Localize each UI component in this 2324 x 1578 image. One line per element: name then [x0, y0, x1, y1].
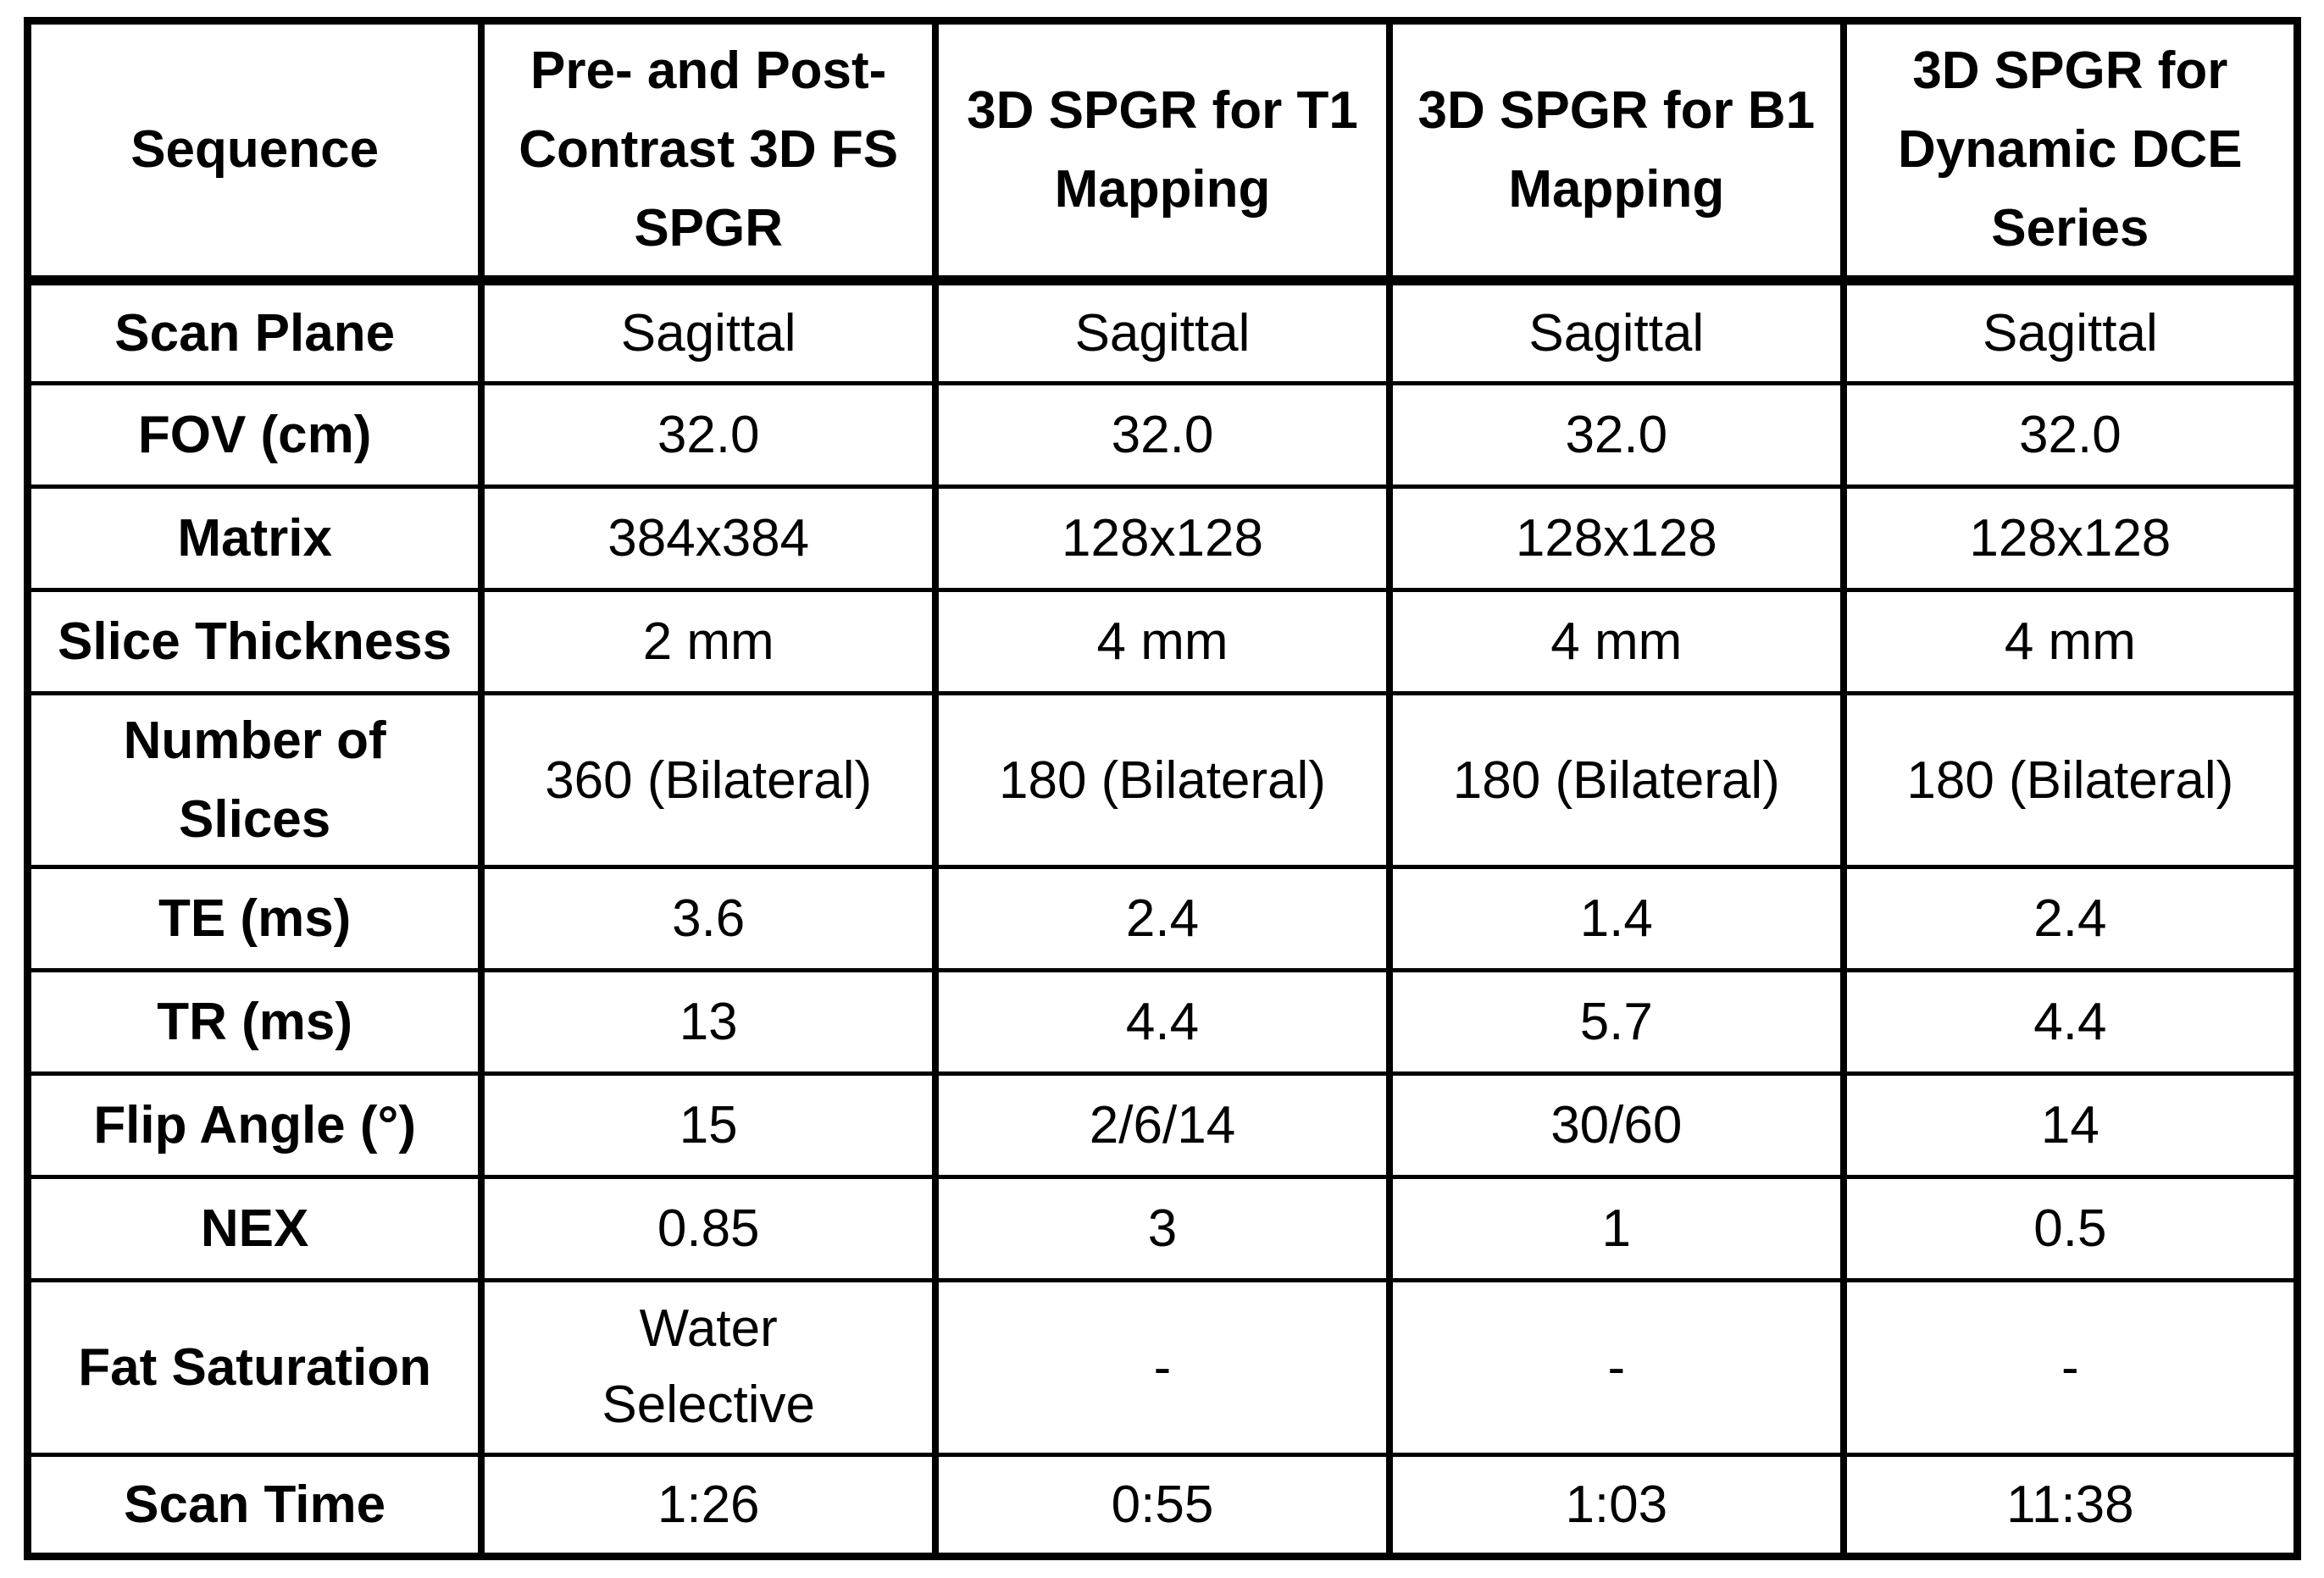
- cell-fov-col1: 32.0: [478, 381, 940, 490]
- cell-slice-thickness-col2: 4 mm: [932, 587, 1393, 695]
- cell-tr-col1: 13: [478, 968, 940, 1077]
- cell-flip-angle-col3: 30/60: [1385, 1071, 1847, 1179]
- cell-nex-col2: 3: [932, 1174, 1393, 1282]
- cell-scan-time-col1: 1:26: [478, 1452, 940, 1559]
- table-row-fat-saturation: Fat Saturation Water Selective - - -: [24, 1277, 2301, 1457]
- cell-scan-plane-col4: Sagittal: [1839, 278, 2301, 386]
- cell-scan-time-col2: 0:55: [932, 1452, 1393, 1559]
- cell-matrix-col3: 128x128: [1385, 484, 1847, 592]
- row-label-slice-thickness: Slice Thickness: [24, 587, 485, 695]
- table-row-nex: NEX 0.85 3 1 0.5: [24, 1174, 2301, 1282]
- table-header-row: Sequence Pre- and Post-Contrast 3D FS SP…: [24, 18, 2301, 285]
- cell-te-col1: 3.6: [478, 865, 940, 973]
- cell-matrix-col2: 128x128: [932, 484, 1393, 592]
- cell-fat-saturation-col3: -: [1385, 1277, 1847, 1457]
- cell-scan-plane-col2: Sagittal: [932, 278, 1393, 386]
- table-row-flip-angle: Flip Angle (°) 15 2/6/14 30/60 14: [24, 1071, 2301, 1179]
- cell-scan-plane-col3: Sagittal: [1385, 278, 1847, 386]
- table-row-te: TE (ms) 3.6 2.4 1.4 2.4: [24, 865, 2301, 973]
- cell-fov-col3: 32.0: [1385, 381, 1847, 490]
- cell-scan-time-col4: 11:38: [1839, 1452, 2301, 1559]
- table-row-fov: FOV (cm) 32.0 32.0 32.0 32.0: [24, 381, 2301, 490]
- cell-tr-col2: 4.4: [932, 968, 1393, 1077]
- cell-fat-saturation-col1: Water Selective: [478, 1277, 940, 1457]
- row-label-scan-plane: Scan Plane: [24, 278, 485, 386]
- cell-fat-saturation-col4: -: [1839, 1277, 2301, 1457]
- row-label-number-of-slices: Number of Slices: [24, 690, 485, 870]
- cell-tr-col4: 4.4: [1839, 968, 2301, 1077]
- cell-number-of-slices-col4: 180 (Bilateral): [1839, 690, 2301, 870]
- table-row-scan-plane: Scan Plane Sagittal Sagittal Sagittal Sa…: [24, 278, 2301, 386]
- cell-fat-saturation-col2: -: [932, 1277, 1393, 1457]
- table-row-matrix: Matrix 384x384 128x128 128x128 128x128: [24, 484, 2301, 592]
- row-label-flip-angle: Flip Angle (°): [24, 1071, 485, 1179]
- row-label-fat-saturation: Fat Saturation: [24, 1277, 485, 1457]
- cell-slice-thickness-col4: 4 mm: [1839, 587, 2301, 695]
- row-label-nex: NEX: [24, 1174, 485, 1282]
- column-header-pre-post-contrast-3d-fs-spgr: Pre- and Post-Contrast 3D FS SPGR: [478, 18, 940, 285]
- cell-slice-thickness-col1: 2 mm: [478, 587, 940, 695]
- cell-fov-col2: 32.0: [932, 381, 1393, 490]
- cell-flip-angle-col2: 2/6/14: [932, 1071, 1393, 1179]
- column-header-3d-spgr-b1-mapping: 3D SPGR for B1 Mapping: [1385, 18, 1847, 285]
- row-label-fov: FOV (cm): [24, 381, 485, 490]
- cell-scan-time-col3: 1:03: [1385, 1452, 1847, 1559]
- cell-number-of-slices-col2: 180 (Bilateral): [932, 690, 1393, 870]
- column-header-3d-spgr-t1-mapping: 3D SPGR for T1 Mapping: [932, 18, 1393, 285]
- row-label-te: TE (ms): [24, 865, 485, 973]
- cell-number-of-slices-col3: 180 (Bilateral): [1385, 690, 1847, 870]
- table-row-slice-thickness: Slice Thickness 2 mm 4 mm 4 mm 4 mm: [24, 587, 2301, 695]
- row-label-tr: TR (ms): [24, 968, 485, 1077]
- cell-scan-plane-col1: Sagittal: [478, 278, 940, 386]
- row-label-scan-time: Scan Time: [24, 1452, 485, 1559]
- cell-matrix-col1: 384x384: [478, 484, 940, 592]
- cell-tr-col3: 5.7: [1385, 968, 1847, 1077]
- table-row-tr: TR (ms) 13 4.4 5.7 4.4: [24, 968, 2301, 1077]
- cell-te-col2: 2.4: [932, 865, 1393, 973]
- cell-te-col3: 1.4: [1385, 865, 1847, 973]
- cell-nex-col3: 1: [1385, 1174, 1847, 1282]
- cell-nex-col4: 0.5: [1839, 1174, 2301, 1282]
- cell-flip-angle-col1: 15: [478, 1071, 940, 1179]
- row-label-matrix: Matrix: [24, 484, 485, 592]
- cell-fat-saturation-col1-text: Water Selective: [602, 1299, 815, 1435]
- cell-slice-thickness-col3: 4 mm: [1385, 587, 1847, 695]
- cell-te-col4: 2.4: [1839, 865, 2301, 973]
- cell-fov-col4: 32.0: [1839, 381, 2301, 490]
- column-header-sequence: Sequence: [24, 18, 485, 285]
- table-row-number-of-slices: Number of Slices 360 (Bilateral) 180 (Bi…: [24, 690, 2301, 870]
- table-row-scan-time: Scan Time 1:26 0:55 1:03 11:38: [24, 1452, 2301, 1559]
- cell-number-of-slices-col1: 360 (Bilateral): [478, 690, 940, 870]
- mri-protocol-table: Sequence Pre- and Post-Contrast 3D FS SP…: [24, 17, 2301, 1560]
- cell-nex-col1: 0.85: [478, 1174, 940, 1282]
- cell-matrix-col4: 128x128: [1839, 484, 2301, 592]
- cell-flip-angle-col4: 14: [1839, 1071, 2301, 1179]
- column-header-3d-spgr-dynamic-dce-series: 3D SPGR for Dynamic DCE Series: [1839, 18, 2301, 285]
